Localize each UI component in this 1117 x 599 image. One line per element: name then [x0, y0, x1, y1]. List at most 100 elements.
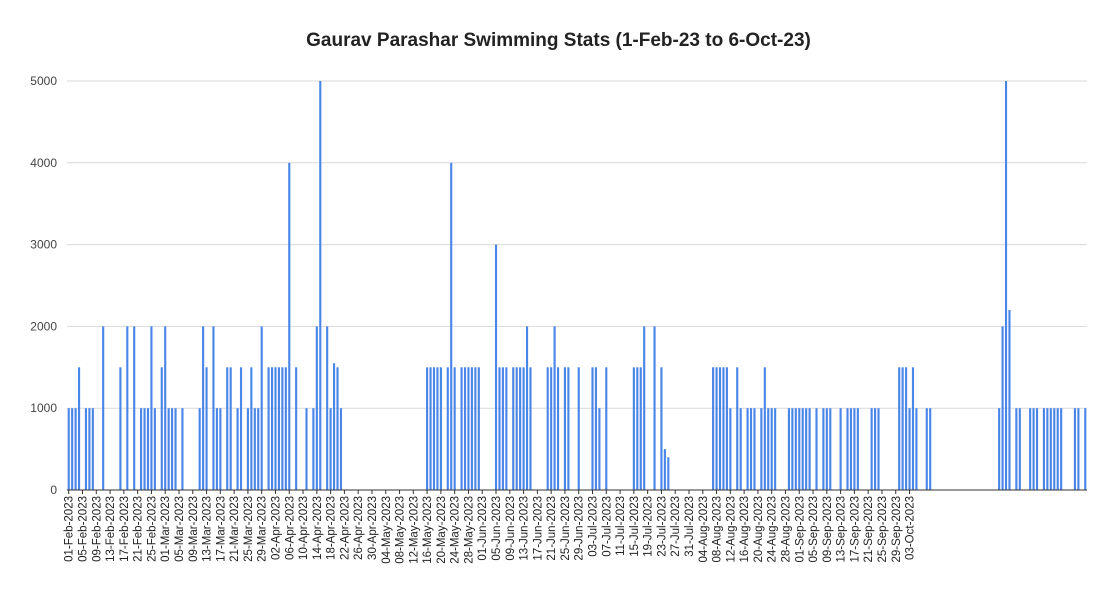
x-tick-label: 17-Jun-2023 — [532, 496, 544, 561]
bar — [605, 367, 608, 490]
bar — [339, 408, 343, 490]
bar — [767, 408, 770, 490]
bar — [911, 367, 915, 490]
bar — [150, 326, 153, 490]
x-tick-labels: 01-Feb-2023 05-Feb-2023 09-Feb-2023 13-Feb-… — [64, 490, 917, 564]
bar — [874, 408, 877, 490]
bar — [1008, 310, 1011, 490]
bar — [632, 367, 635, 490]
bar — [450, 162, 453, 491]
bar — [1056, 408, 1059, 490]
x-tick-label: 07-Jul-2023 — [601, 496, 613, 557]
bar — [722, 367, 725, 490]
bar — [901, 367, 904, 490]
x-tick-label: 14-Apr-2023 — [312, 496, 324, 560]
bar — [446, 367, 449, 490]
bar — [477, 367, 480, 490]
bar — [998, 408, 1001, 490]
x-tick-label: 04-May-2023 — [381, 496, 393, 564]
x-tick-label: 12-Aug-2023 — [725, 496, 737, 563]
bar — [226, 367, 229, 490]
bar — [715, 367, 718, 490]
x-tick-label: 24-May-2023 — [450, 496, 462, 564]
bar — [591, 367, 594, 490]
bar — [160, 367, 163, 490]
bar — [825, 408, 828, 490]
x-tick-label: 01-Jun-2023 — [477, 496, 489, 561]
bars — [67, 81, 1087, 491]
bar — [288, 162, 291, 491]
bar — [594, 367, 598, 490]
x-tick-label: 29-Sep-2023 — [891, 496, 903, 563]
bar — [260, 326, 263, 490]
bar — [739, 408, 742, 490]
x-tick-label: 23-Jul-2023 — [656, 496, 668, 557]
bar — [171, 408, 174, 490]
bar — [563, 367, 567, 490]
x-tick-label: 10-Apr-2023 — [298, 496, 310, 560]
y-tick-labels: 0 1000 2000 3000 4000 5000 — [30, 74, 57, 497]
x-tick-label: 02-Apr-2023 — [270, 496, 282, 560]
bar — [1060, 408, 1063, 490]
y-tick-label: 3000 — [30, 238, 57, 252]
bar — [1046, 408, 1049, 490]
bar — [212, 326, 215, 490]
x-tick-label: 19-Jul-2023 — [643, 496, 655, 557]
bar — [319, 81, 322, 490]
x-tick-label: 05-Feb-2023 — [78, 496, 90, 562]
bar — [77, 367, 81, 490]
bar — [643, 326, 646, 490]
bar — [336, 367, 339, 490]
bar — [515, 367, 518, 490]
bar — [91, 408, 94, 490]
x-tick-label: 01-Feb-2023 — [64, 496, 76, 562]
bar — [284, 367, 287, 490]
x-tick-label: 26-Apr-2023 — [353, 496, 365, 560]
y-tick-label: 0 — [50, 483, 57, 497]
x-tick-label: 25-Jun-2023 — [560, 496, 572, 561]
bar — [426, 367, 429, 490]
bar — [439, 367, 442, 490]
bar — [164, 326, 167, 490]
x-tick-label: 21-Jun-2023 — [546, 496, 558, 561]
x-tick-label: 05-Mar-2023 — [174, 496, 186, 562]
bar — [153, 408, 156, 490]
bar — [808, 408, 811, 490]
bar — [846, 408, 849, 490]
x-tick-label: 17-Sep-2023 — [849, 496, 861, 563]
bar — [791, 408, 794, 490]
bar — [712, 367, 715, 490]
bar — [467, 367, 470, 490]
x-tick-label: 18-Apr-2023 — [326, 496, 338, 560]
x-tick-label: 03-Jul-2023 — [588, 496, 600, 557]
bar — [305, 408, 308, 490]
bar — [1073, 408, 1077, 490]
bar — [501, 367, 504, 490]
bar — [498, 367, 501, 490]
x-tick-label: 31-Jul-2023 — [684, 496, 696, 557]
bar — [1053, 408, 1056, 490]
bar — [908, 408, 911, 490]
bar — [474, 367, 477, 490]
bar — [1001, 326, 1004, 490]
bar — [815, 408, 818, 490]
x-tick-label: 29-Jun-2023 — [574, 496, 586, 561]
bar — [877, 408, 880, 490]
bar — [567, 367, 570, 490]
chart-title: Gaurav Parashar Swimming Stats (1-Feb-23… — [306, 30, 811, 51]
x-tick-label: 20-Aug-2023 — [753, 496, 765, 563]
x-tick-label: 01-Mar-2023 — [160, 496, 172, 562]
bar — [829, 408, 832, 490]
x-tick-label: 28-Aug-2023 — [780, 496, 792, 563]
bar — [1042, 408, 1045, 490]
bar — [119, 367, 122, 490]
bar — [143, 408, 146, 490]
bar — [556, 367, 560, 490]
bar — [181, 408, 184, 490]
bar — [239, 367, 243, 490]
bar — [1032, 408, 1035, 490]
bar — [429, 367, 432, 490]
bar — [267, 367, 270, 490]
bar — [546, 367, 549, 490]
